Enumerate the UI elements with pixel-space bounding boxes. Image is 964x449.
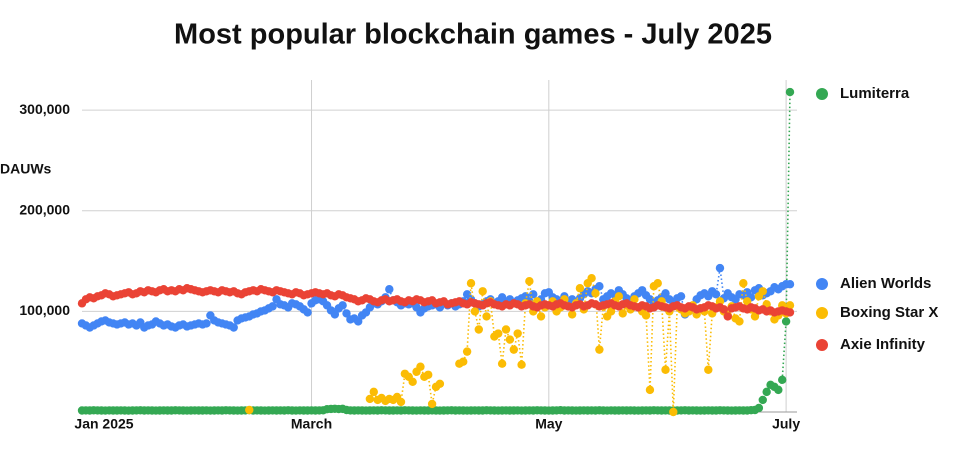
- data-point: [365, 394, 375, 404]
- data-point: [754, 403, 764, 413]
- data-point: [459, 357, 468, 366]
- legend-label: Alien Worlds: [840, 275, 931, 292]
- data-point: [268, 302, 277, 311]
- data-point: [762, 387, 771, 397]
- data-point: [202, 319, 211, 328]
- chart-title: Most popular blockchain games - July 202…: [174, 19, 772, 51]
- data-point: [353, 317, 363, 326]
- data-point: [750, 312, 760, 321]
- x-tick-label: July: [772, 416, 800, 432]
- data-point: [774, 385, 783, 395]
- data-point: [641, 311, 651, 320]
- legend-label: Boxing Star X: [840, 304, 938, 321]
- y-axis-label: DAUWs: [0, 161, 52, 177]
- data-point: [525, 277, 534, 286]
- data-point: [606, 307, 616, 316]
- data-point: [501, 325, 511, 334]
- data-point: [575, 284, 585, 293]
- data-point: [303, 308, 312, 317]
- series-line: [81, 92, 791, 412]
- data-point: [735, 317, 744, 326]
- data-point: [536, 312, 546, 321]
- legend-marker: [816, 278, 828, 290]
- data-point: [715, 297, 725, 306]
- data-point: [396, 397, 406, 407]
- data-point: [509, 345, 519, 354]
- data-point: [435, 379, 445, 389]
- data-point: [618, 309, 627, 318]
- data-point: [758, 395, 767, 405]
- data-point: [513, 329, 522, 338]
- x-tick-label: May: [535, 416, 562, 432]
- data-point: [338, 301, 347, 310]
- data-point: [723, 312, 732, 321]
- data-point: [645, 385, 655, 395]
- data-point: [462, 347, 472, 356]
- data-point: [630, 295, 639, 304]
- data-point: [785, 301, 795, 310]
- data-point: [669, 407, 678, 417]
- y-tick-label: 100,000: [19, 302, 70, 318]
- data-point: [427, 399, 437, 409]
- data-point: [245, 405, 254, 415]
- data-point: [661, 365, 670, 374]
- data-point: [676, 292, 686, 301]
- data-point: [529, 290, 538, 299]
- data-point: [715, 263, 725, 273]
- data-point: [517, 360, 526, 369]
- data-point: [330, 310, 340, 319]
- data-point: [785, 87, 795, 97]
- data-point: [470, 307, 480, 316]
- data-point: [614, 292, 624, 301]
- data-point: [482, 312, 491, 321]
- data-point: [505, 335, 515, 344]
- data-point: [229, 323, 238, 332]
- data-point: [478, 287, 487, 296]
- data-point: [595, 345, 604, 354]
- data-point: [758, 287, 767, 296]
- data-point: [704, 365, 713, 374]
- data-point: [385, 285, 394, 294]
- legend-label: Lumiterra: [840, 85, 910, 102]
- x-tick-label: Jan 2025: [74, 416, 133, 432]
- data-point: [466, 279, 476, 288]
- legend-marker: [816, 88, 828, 100]
- data-point: [739, 279, 748, 288]
- y-tick-label: 200,000: [19, 201, 70, 217]
- data-point: [785, 280, 795, 289]
- data-point: [369, 387, 378, 397]
- legend-marker: [816, 307, 828, 319]
- data-point: [781, 317, 791, 326]
- data-point: [778, 375, 787, 385]
- x-tick-label: March: [291, 416, 332, 432]
- data-point: [587, 273, 596, 283]
- data-point: [595, 282, 604, 291]
- data-point: [591, 289, 600, 298]
- data-point: [661, 289, 670, 298]
- data-point: [408, 377, 417, 387]
- data-point: [494, 329, 503, 338]
- data-point: [474, 325, 483, 334]
- data-point: [653, 279, 662, 288]
- data-point: [719, 305, 729, 314]
- data-point: [416, 362, 425, 371]
- legend-label: Axie Infinity: [840, 336, 926, 353]
- y-tick-label: 300,000: [19, 101, 70, 117]
- data-point: [497, 359, 507, 368]
- data-point: [424, 370, 433, 379]
- data-point: [567, 310, 577, 319]
- data-point: [711, 290, 721, 299]
- data-point: [342, 309, 351, 318]
- legend-marker: [816, 339, 828, 351]
- data-point: [785, 308, 795, 317]
- data-point: [743, 297, 752, 306]
